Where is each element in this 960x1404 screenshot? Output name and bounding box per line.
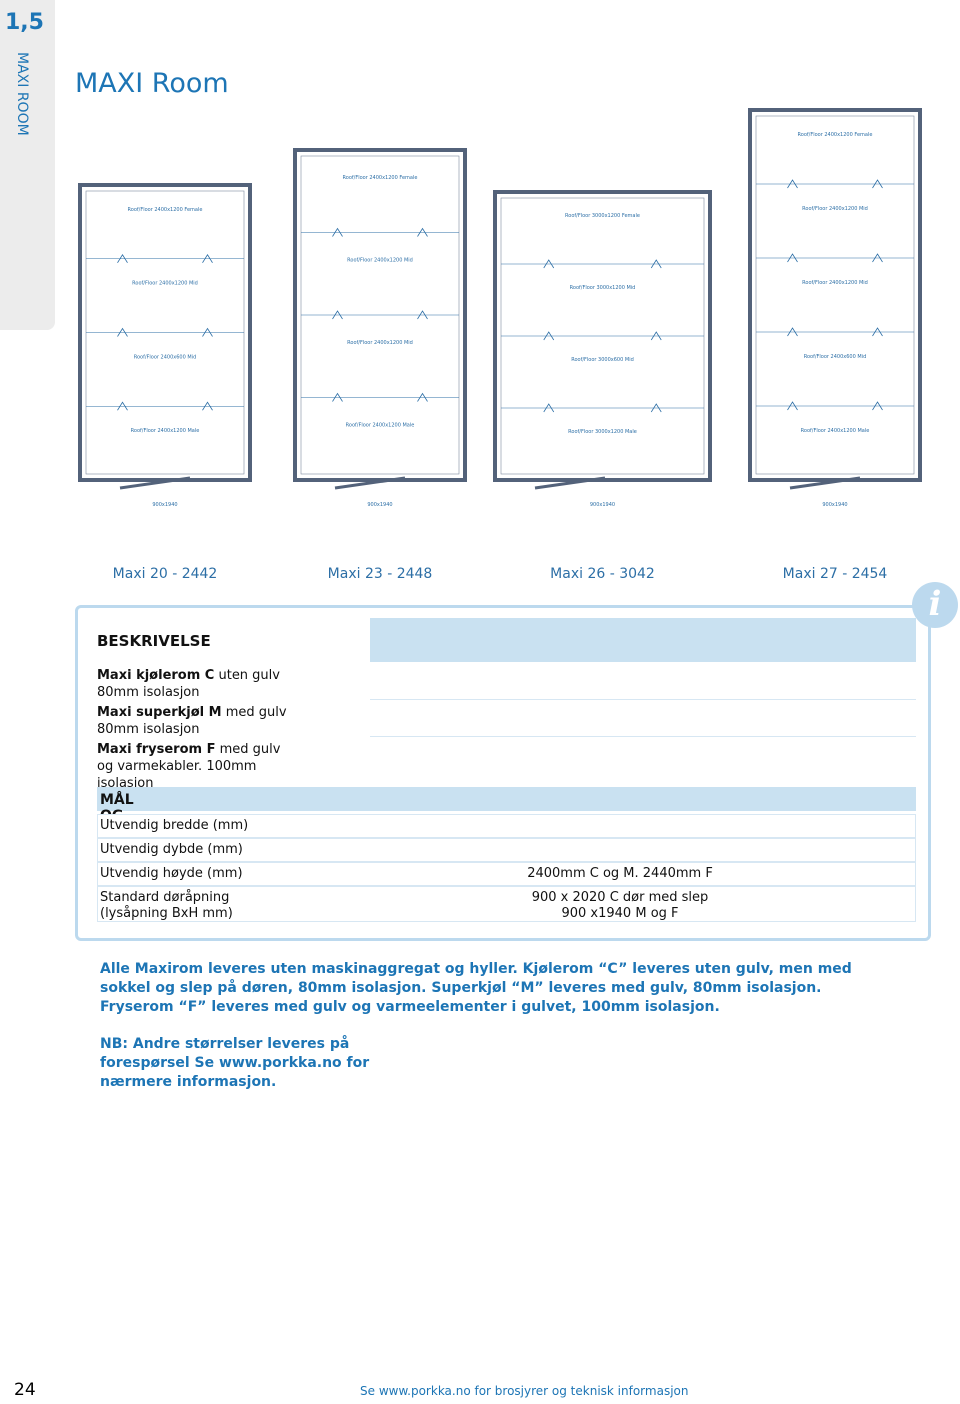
plan-outline [493,190,712,482]
dims-merged: 900 x1940 M og F [561,906,679,921]
dims-label: Utvendig bredde (mm) [100,818,249,833]
plan-caption: Maxi 27 - 2454 [783,566,888,582]
joint-lock [117,253,128,263]
joint-lock [543,403,555,413]
plan-caption: Maxi 20 - 2442 [113,566,218,582]
title: MAXI Room [75,68,229,99]
desc-bold: Maxi kjølerom C [97,668,215,683]
dims-label: Utvendig dybde (mm) [100,842,243,857]
plan-outline [748,108,922,482]
joint-lock [117,327,128,337]
joint-lock [117,401,128,411]
door [789,476,861,490]
joint-lock [202,327,213,337]
panel-label: Roof/Floor 3000x1200 Male [568,429,637,435]
door-label: 900x1940 [152,502,177,508]
joint-lock [332,392,343,402]
joint-lock [787,401,798,411]
door-label: 900x1940 [590,502,615,508]
table-frame [75,605,931,941]
row-desc: Maxi kjølerom C uten gulv 80mm isolasjon [97,667,292,701]
joint-lock [787,253,798,263]
plan-caption: Maxi 26 - 3042 [550,566,655,582]
joint-lock [202,253,213,263]
joint-lock [543,259,555,269]
panel-label: Roof/Floor 2400x1200 Mid [802,206,868,212]
panel-label: Roof/Floor 2400x1200 Mid [132,281,198,287]
row-rule [370,736,916,737]
panel-label: Roof/Floor 2400x1200 Female [128,207,203,213]
joint-lock [332,227,343,237]
joint-lock [872,253,883,263]
panel-label: Roof/Floor 2400x1200 Female [798,132,873,138]
sidebar [0,0,55,330]
dims-row [97,886,916,922]
dims-row [97,862,916,886]
desc-bold: Maxi superkjøl M [97,705,222,720]
joint-lock [872,179,883,189]
panel-label: Roof/Floor 2400x1200 Male [346,422,415,428]
joint-lock [417,227,428,237]
row-desc: Maxi superkjøl M med gulv 80mm isolasjon [97,704,292,738]
header-band [370,618,916,662]
dims-label: Standard døråpning (lysåpning BxH mm) [100,890,233,921]
joint-lock [332,310,343,320]
door [334,476,406,490]
joint-lock [543,331,555,341]
panel-label: Roof/Floor 2400x600 Mid [804,354,867,360]
desc-rest: uten gulv 80mm isolasjon [97,668,280,700]
joint-lock [787,327,798,337]
door-label: 900x1940 [822,502,847,508]
section-number: 1,5 [5,10,44,35]
panel-label: Roof/Floor 3000x600 Mid [571,357,634,363]
panel-label: Roof/Floor 2400x1200 Male [801,428,870,434]
notes: Alle Maxirom leveres uten maskinaggregat… [100,960,890,1110]
panel-label: Roof/Floor 2400x1200 Mid [347,340,413,346]
panel-label: Roof/Floor 2400x600 Mid [134,354,197,360]
door [534,476,606,490]
panel-label: Roof/Floor 3000x1200 Female [565,213,640,219]
note: Alle Maxirom leveres uten maskinaggregat… [100,961,852,1015]
note: NB: Andre størrelser leveres på forespør… [100,1036,370,1090]
panel-label: Roof/Floor 2400x1200 Male [131,428,200,434]
panel-label: Roof/Floor 2400x1200 Mid [802,280,868,286]
info-icon: i [912,582,958,628]
row-rule [370,699,916,700]
row-desc: Maxi fryserom F med gulv og varmekabler.… [97,741,292,792]
joint-lock [650,259,662,269]
dims-merged: 900 x 2020 C dør med slep [531,890,709,905]
joint-lock [650,403,662,413]
joint-lock [872,401,883,411]
joint-lock [650,331,662,341]
heading: BESKRIVELSE [97,632,211,650]
dims-row [97,814,916,838]
panel-label: Roof/Floor 3000x1200 Mid [570,285,636,291]
plan-inner [755,115,915,475]
floor-plans: Roof/Floor 2400x1200 Female Roof/Floor 24… [78,108,922,582]
page-number: 24 [14,1380,36,1400]
panel-label: Roof/Floor 2400x1200 Female [343,175,418,181]
plan-caption: Maxi 23 - 2448 [328,566,433,582]
joint-lock [872,327,883,337]
door [119,476,191,490]
dims-merged: 2400mm C og M. 2440mm F [527,866,713,881]
desc-rest: med gulv 80mm isolasjon [97,705,287,737]
joint-lock [202,401,213,411]
plan-outline [293,148,467,482]
footer-text: Se www.porkka.no for brosjyrer og teknis… [360,1384,689,1398]
section-band [97,787,916,811]
panel-label: Roof/Floor 2400x1200 Mid [347,257,413,263]
joint-lock [417,310,428,320]
door-label: 900x1940 [367,502,392,508]
desc-bold: Maxi fryserom F [97,742,216,757]
dims-label: Utvendig høyde (mm) [100,866,243,881]
dims-row [97,838,916,862]
joint-lock [787,179,798,189]
plan-outline [78,183,252,482]
joint-lock [417,392,428,402]
